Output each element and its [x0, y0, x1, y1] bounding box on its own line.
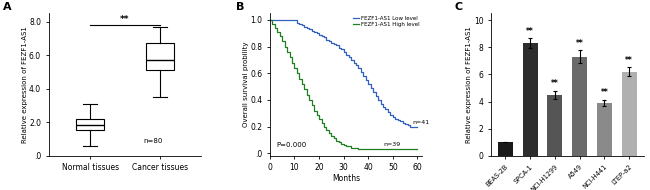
Bar [498, 142, 513, 156]
Text: **: ** [576, 39, 584, 48]
Y-axis label: Overall survival probility: Overall survival probility [242, 42, 249, 127]
Text: P=0.000: P=0.000 [276, 142, 306, 148]
Text: A: A [3, 2, 12, 12]
PathPatch shape [77, 119, 104, 130]
Legend: FEZF1-AS1 Low level, FEZF1-AS1 High level: FEZF1-AS1 Low level, FEZF1-AS1 High leve… [353, 16, 420, 27]
Text: **: ** [120, 15, 130, 24]
Bar [597, 103, 612, 156]
Text: n=39: n=39 [383, 142, 400, 147]
Text: n=41: n=41 [413, 120, 430, 125]
Text: **: ** [625, 56, 633, 65]
Bar [621, 72, 636, 156]
Text: **: ** [551, 79, 559, 89]
Text: n=80: n=80 [143, 138, 162, 144]
Text: **: ** [526, 27, 534, 36]
X-axis label: Months: Months [332, 174, 360, 183]
Y-axis label: Relative expression of FEZF1-AS1: Relative expression of FEZF1-AS1 [21, 26, 27, 143]
Y-axis label: Relative expression of FEZF1-AS1: Relative expression of FEZF1-AS1 [466, 26, 473, 143]
Bar [572, 57, 587, 156]
Text: **: ** [601, 88, 608, 97]
Bar [547, 95, 562, 156]
Text: B: B [237, 2, 244, 12]
Text: C: C [454, 2, 463, 12]
Bar [523, 43, 538, 156]
PathPatch shape [146, 44, 174, 70]
